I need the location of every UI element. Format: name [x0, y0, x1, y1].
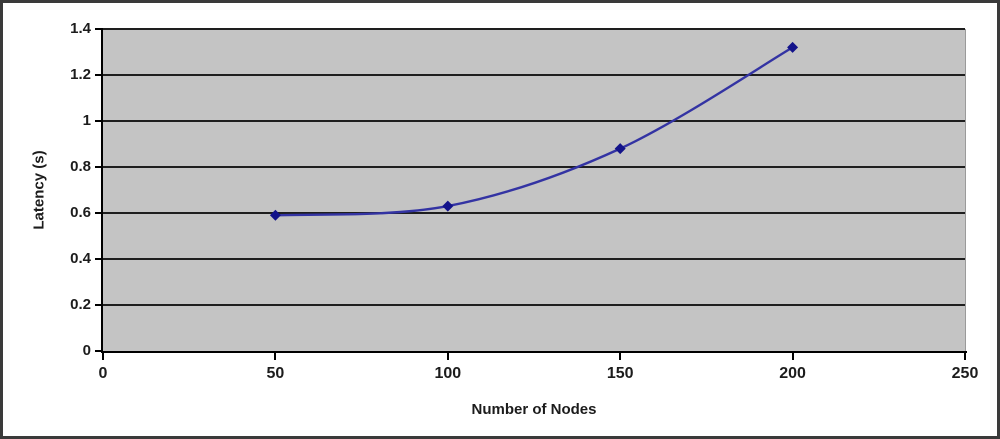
y-tick-label: 0.6: [70, 204, 91, 221]
y-tick-label: 1.2: [70, 66, 91, 83]
y-tick-mark: [95, 120, 103, 122]
data-point-marker-50: [269, 209, 281, 221]
x-tick-mark: [446, 353, 449, 360]
y-tick-label: 1: [82, 112, 91, 129]
gridline-y-0.2: [103, 304, 965, 306]
gridline-y-0.8: [103, 166, 965, 168]
gridline-y-0.4: [103, 258, 965, 260]
x-tick-label: 150: [606, 365, 634, 382]
x-tick-mark: [274, 353, 277, 360]
x-tick-mark: [791, 353, 794, 360]
y-tick-mark: [95, 74, 103, 76]
x-tick-label: 200: [779, 365, 806, 382]
x-axis-title: Number of Nodes: [471, 401, 597, 418]
x-tick-mark: [964, 353, 966, 360]
y-tick-mark: [95, 350, 103, 352]
y-axis-line: [101, 29, 103, 353]
gridline-y-0.6: [103, 212, 965, 214]
y-tick-label: 0.8: [70, 158, 91, 175]
x-tick-mark: [102, 353, 104, 360]
plot-area: [103, 28, 966, 351]
gridline-y-1.4: [103, 28, 965, 30]
x-tick-label: 0: [98, 365, 108, 382]
y-tick-label: 1.4: [70, 20, 91, 37]
data-point-marker-100: [442, 200, 454, 212]
data-point-marker-200: [787, 41, 799, 53]
y-tick-label: 0.2: [70, 296, 91, 313]
y-tick-mark: [95, 212, 103, 214]
data-point-marker-150: [614, 143, 626, 155]
y-tick-mark: [95, 166, 103, 168]
y-tick-mark: [95, 258, 103, 260]
series-line: [275, 46, 794, 217]
y-tick-label: 0.4: [70, 250, 91, 267]
x-tick-label: 250: [951, 365, 979, 382]
x-tick-mark: [619, 353, 622, 360]
y-tick-mark: [95, 28, 103, 30]
line-series: [269, 41, 799, 221]
y-tick-mark: [95, 304, 103, 306]
y-tick-label: 0: [82, 342, 91, 359]
x-axis-line: [101, 351, 967, 353]
gridline-y-1.2: [103, 74, 965, 76]
x-tick-label: 50: [266, 365, 285, 382]
x-tick-label: 100: [434, 365, 462, 382]
gridline-y-1: [103, 120, 965, 122]
